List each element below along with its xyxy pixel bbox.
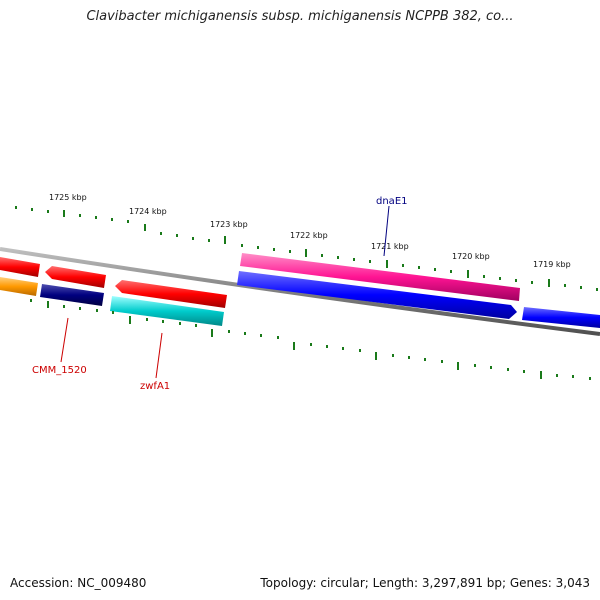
scale-label: 1725 kbp [49, 193, 87, 202]
gene-feature[interactable] [237, 271, 517, 319]
gene-feature[interactable] [110, 296, 224, 326]
scale-label: 1724 kbp [129, 207, 167, 216]
gene-feature[interactable] [240, 253, 520, 301]
gene-feature[interactable] [522, 307, 600, 328]
scale-label: 1721 kbp [371, 242, 409, 251]
genome-summary-text: Topology: circular; Length: 3,297,891 bp… [260, 576, 590, 590]
gene-feature[interactable] [40, 284, 104, 306]
scale-label: 1723 kbp [210, 220, 248, 229]
accession-text: Accession: NC_009480 [10, 576, 147, 590]
gene-feature[interactable] [45, 266, 106, 288]
scale-label: 1722 kbp [290, 231, 328, 240]
gene-feature[interactable] [0, 277, 38, 296]
gene-label-dnae1[interactable]: dnaE1 [376, 196, 408, 207]
scale-label: 1719 kbp [533, 260, 571, 269]
genome-backbone [0, 247, 600, 336]
outer-tick-ruler [15, 206, 598, 291]
gene-label-cmm-1520[interactable]: CMM_1520 [32, 365, 87, 376]
label-leader-line [383, 205, 390, 257]
label-leader-line [60, 317, 69, 363]
map-title: Clavibacter michiganensis subsp. michiga… [86, 9, 514, 24]
scale-label: 1720 kbp [452, 252, 490, 261]
gene-feature[interactable] [0, 257, 40, 277]
gene-feature[interactable] [115, 280, 227, 308]
gene-label-zwfa1[interactable]: zwfA1 [140, 381, 170, 392]
label-leader-line [155, 332, 163, 379]
inner-tick-ruler [30, 299, 591, 380]
